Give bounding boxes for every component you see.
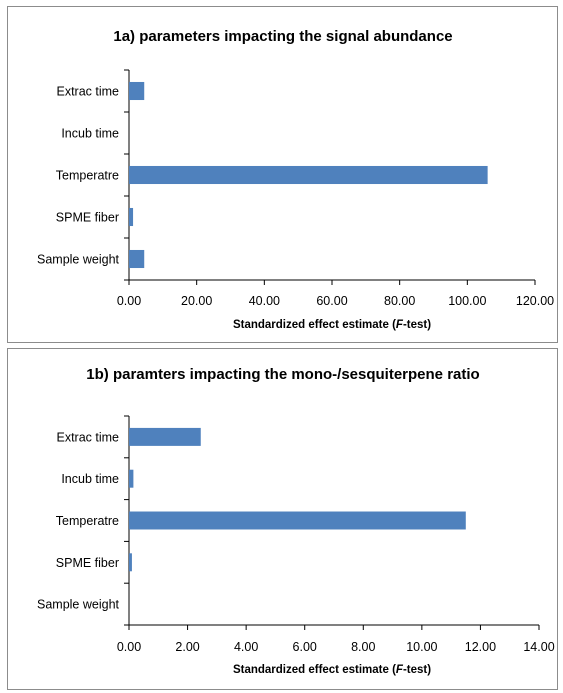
x-tick-label: 0.00 [117,640,141,654]
x-tick-label: 12.00 [465,640,496,654]
category-label: Incub time [61,127,119,141]
category-label: Incub time [61,472,119,486]
bar [129,207,134,227]
bar [129,427,201,446]
x-tick-label: 40.00 [249,294,280,308]
chart-panel-a: 1a) parameters impacting the signal abun… [7,6,558,343]
x-tick-label: 8.00 [351,640,375,654]
x-tick-label: 14.00 [523,640,554,654]
chart-a-svg: 1a) parameters impacting the signal abun… [37,28,554,331]
category-label: Temperatre [56,169,119,183]
x-tick-label: 0.00 [117,294,141,308]
category-label: Temperatre [56,514,119,528]
bar [129,165,488,185]
x-tick-label: 120.00 [516,294,554,308]
category-label: SPME fiber [56,211,119,225]
bar [129,249,145,269]
x-tick-label: 10.00 [406,640,437,654]
x-tick-label: 2.00 [175,640,199,654]
x-tick-label: 20.00 [181,294,212,308]
x-tick-label: 60.00 [316,294,347,308]
category-label: Extrac time [56,85,119,99]
bar [129,511,466,530]
x-tick-label: 4.00 [234,640,258,654]
x-tick-label: 6.00 [293,640,317,654]
x-tick-label: 80.00 [384,294,415,308]
x-tick-label: 100.00 [448,294,486,308]
chart-title: 1a) parameters impacting the signal abun… [113,28,452,45]
bar [129,553,132,572]
x-axis-label: Standardized effect estimate (F-test) [233,664,431,676]
category-label: Extrac time [56,430,119,444]
category-label: SPME fiber [56,556,119,570]
bar [129,81,145,101]
chart-title: 1b) paramters impacting the mono-/sesqui… [86,366,479,383]
chart-panel-b: 1b) paramters impacting the mono-/sesqui… [7,348,558,690]
x-axis-label: Standardized effect estimate (F-test) [233,319,431,331]
category-label: Sample weight [37,598,120,612]
bar [129,469,134,488]
chart-b-svg: 1b) paramters impacting the mono-/sesqui… [37,366,555,676]
category-label: Sample weight [37,253,120,267]
